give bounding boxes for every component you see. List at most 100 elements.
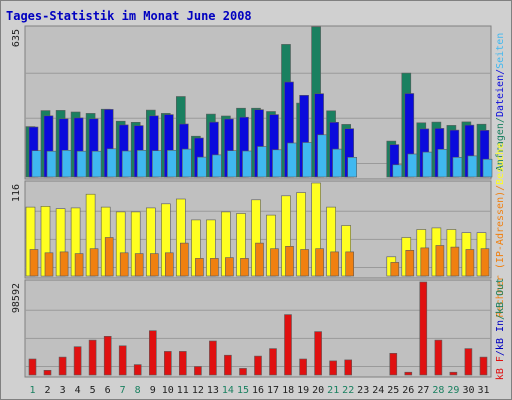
x-tick-label: 27 (417, 385, 429, 396)
x-tick-label: 24 (372, 385, 384, 396)
chart-panels: 635 Anfragen/Dateien/Seiten 116 Rechner (IP… (11, 25, 506, 380)
rechner-bar (450, 246, 460, 277)
kb-f-bar (73, 346, 82, 376)
legend-entry: Rechner (IP-Adressen) (495, 191, 506, 317)
x-tick-label: 18 (282, 385, 294, 396)
kb-f-bar (179, 351, 187, 376)
kb-f-bar (58, 356, 67, 376)
kb-f-bar (434, 339, 443, 376)
kb-f-bar (28, 358, 37, 376)
x-tick-label: 26 (402, 385, 414, 396)
rechner-bar (119, 252, 129, 277)
legend-entry: / (495, 117, 506, 123)
x-tick-label: 8 (135, 385, 141, 396)
rechner-bar (285, 246, 294, 277)
rechner-bar (315, 248, 324, 277)
x-tick-label: 4 (75, 385, 81, 396)
rechner-bar (165, 252, 174, 277)
x-tick-label: 5 (90, 385, 96, 396)
rechner-bar (465, 249, 475, 277)
rechner-bar (180, 242, 189, 277)
seiten-bar (106, 148, 117, 178)
kb-f-bar (133, 364, 142, 376)
rechner-bar (59, 251, 69, 277)
x-tick-label: 28 (432, 385, 444, 396)
kb-f-bar (239, 368, 247, 376)
seiten-bar (61, 150, 72, 178)
seiten-bar (167, 150, 177, 178)
chart-title: Tages-Statistik im Monat June 2008 (6, 9, 252, 23)
legend-entry: kB In (495, 320, 506, 350)
rechner-bar (420, 247, 430, 277)
rechner-bar (345, 251, 355, 277)
x-axis-day-labels: 1 2 3 4 5 6 7 8 9 10 11 12 13 14 15 16 17 18 19 20 21 22 23 24 2… (29, 385, 489, 396)
seiten-bar (242, 150, 252, 178)
seiten-bar (272, 149, 282, 178)
y-max-label: 635 (11, 29, 22, 47)
y-max-label: 116 (11, 184, 22, 202)
kb-f-bar (389, 352, 398, 376)
legend-entry: kB Out (495, 278, 506, 314)
x-tick-label: 10 (162, 385, 174, 396)
legend-entry: / (495, 314, 506, 320)
kb-f-bar (224, 354, 232, 376)
rechner-bar (104, 237, 114, 277)
seiten-bar (482, 158, 493, 178)
legend-entry: kB F (495, 356, 506, 380)
x-tick-label: 22 (342, 385, 354, 396)
x-tick-label: 11 (177, 385, 189, 396)
kb-f-bar (314, 331, 322, 376)
y-max-label: 98592 (11, 283, 22, 313)
x-tick-label: 23 (357, 385, 369, 396)
kb-f-bar (43, 369, 52, 376)
seiten-bar (197, 156, 207, 178)
kb-f-bar (299, 358, 307, 376)
kb-f-bar (269, 348, 277, 376)
seiten-bar (257, 146, 267, 178)
rechner-bar (480, 248, 490, 277)
x-tick-label: 2 (44, 385, 50, 396)
x-tick-label: 20 (312, 385, 324, 396)
seiten-bar (212, 154, 222, 178)
rechner-bar (255, 242, 264, 277)
x-tick-label: 19 (297, 385, 309, 396)
rechner-bar (74, 253, 84, 277)
rechner-bar (44, 252, 54, 277)
x-tick-label: 16 (252, 385, 264, 396)
legend-entry: / (495, 69, 506, 75)
rechner-bar (210, 258, 219, 277)
panel-legend: Rechner (IP-Adressen)/Besuche (495, 143, 506, 318)
rechner-bar (195, 258, 204, 277)
kb-f-bar (254, 355, 262, 376)
kb-f-bar (284, 314, 292, 376)
seiten-bar (46, 150, 57, 178)
seiten-bar (347, 157, 358, 178)
rechner-bar (225, 257, 234, 277)
rechner-bar (150, 253, 159, 277)
panel-legend: Anfragen/Dateien/Seiten (495, 33, 506, 172)
legend-entry: / (495, 350, 506, 356)
seiten-bar (136, 150, 147, 178)
x-tick-label: 21 (327, 385, 339, 396)
x-tick-label: 17 (267, 385, 279, 396)
seiten-bar (317, 134, 327, 178)
kb-f-bar (164, 351, 172, 376)
x-tick-label: 12 (192, 385, 204, 396)
x-tick-label: 6 (105, 385, 111, 396)
kb-f-bar (149, 330, 157, 376)
rechner-bar (435, 245, 445, 277)
seiten-bar (302, 142, 312, 178)
kb-f-bar (449, 371, 458, 376)
x-tick-label: 14 (222, 385, 234, 396)
panel-visits: 116 Rechner (IP-Adressen)/Besuche (11, 143, 506, 318)
seiten-bar (152, 150, 162, 178)
kb-f-bar (209, 340, 217, 376)
x-tick-label: 29 (447, 385, 459, 396)
seiten-bar (76, 150, 87, 178)
x-tick-label: 25 (387, 385, 399, 396)
kb-f-bar (88, 339, 97, 376)
panel-hits: 635 Anfragen/Dateien/Seiten (11, 25, 506, 180)
seiten-bar (91, 150, 102, 178)
